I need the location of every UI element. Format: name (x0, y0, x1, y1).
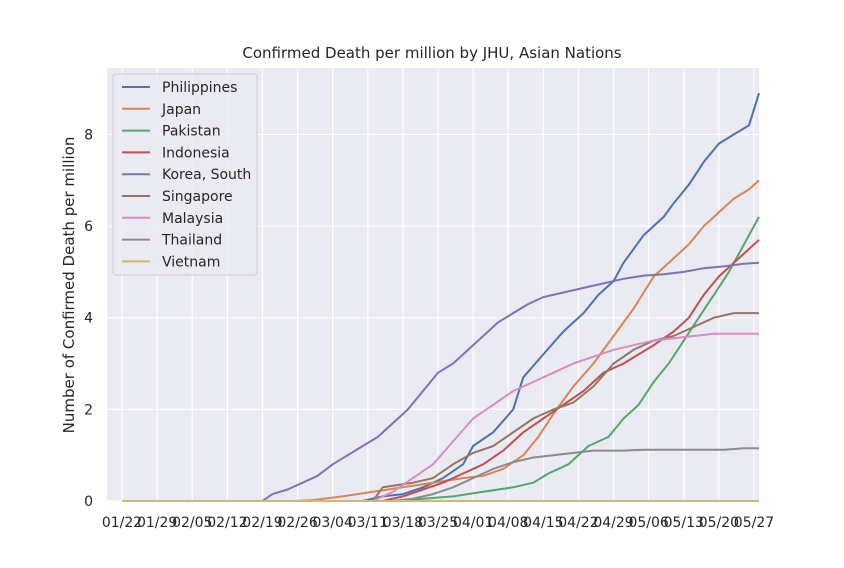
x-tick-label: 03/04 (313, 515, 353, 531)
x-tick-label: 01/29 (137, 515, 177, 531)
x-tick-label: 04/29 (593, 515, 633, 531)
x-tick-label: 04/08 (488, 515, 528, 531)
x-tick-label: 04/22 (558, 515, 598, 531)
legend-label: Singapore (162, 189, 233, 205)
y-tick-label: 6 (84, 219, 93, 235)
legend-label: Indonesia (162, 145, 230, 161)
y-tick-labels: 0 2 4 6 8 (84, 127, 93, 510)
x-tick-label: 04/15 (523, 515, 563, 531)
legend-label: Japan (161, 102, 201, 118)
x-tick-label: 01/22 (102, 515, 142, 531)
series-line-japan (122, 179, 760, 502)
legend-label: Thailand (161, 233, 222, 249)
legend-label: Malaysia (162, 211, 223, 227)
legend-label: Philippines (162, 80, 237, 96)
series-line-korea-south (122, 261, 760, 502)
x-tick-label: 02/26 (277, 515, 317, 531)
series-line-singapore (122, 312, 759, 502)
x-tick-label: 02/05 (172, 515, 212, 531)
series-line-philippines (122, 92, 760, 502)
legend-label: Korea, South (162, 167, 251, 183)
x-tick-label: 05/13 (664, 515, 704, 531)
series-line-thailand (122, 447, 759, 502)
legend-box (112, 73, 258, 276)
x-tick-label: 05/06 (628, 515, 668, 531)
x-tick-label: 04/01 (453, 515, 493, 531)
x-tick-label: 03/25 (418, 515, 458, 531)
x-tick-label: 02/12 (207, 515, 247, 531)
y-tick-label: 8 (84, 127, 93, 143)
x-tick-label: 05/20 (699, 515, 739, 531)
series-line-malaysia (122, 332, 759, 502)
y-tick-label: 2 (84, 402, 93, 418)
chart-title: Confirmed Death per million by JHU, Asia… (242, 44, 621, 62)
legend-label: Pakistan (162, 124, 221, 140)
legend: Philippines Japan Pakistan Indonesia Korea, … (112, 73, 258, 276)
x-tick-label: 05/27 (734, 515, 774, 531)
y-tick-label: 0 (84, 494, 93, 510)
y-axis-label: Number of Confirmed Death per million (60, 137, 78, 434)
series-line-pakistan (122, 216, 760, 502)
x-tick-label: 03/18 (383, 515, 423, 531)
x-tick-label: 02/19 (242, 515, 282, 531)
series-lines (122, 92, 760, 502)
x-tick-labels: 01/2201/2902/0502/1202/1902/2603/0403/11… (102, 515, 774, 531)
y-tick-label: 4 (84, 311, 93, 327)
series-line-indonesia (122, 239, 760, 502)
legend-label: Vietnam (162, 254, 220, 270)
x-tick-label: 03/11 (348, 515, 388, 531)
